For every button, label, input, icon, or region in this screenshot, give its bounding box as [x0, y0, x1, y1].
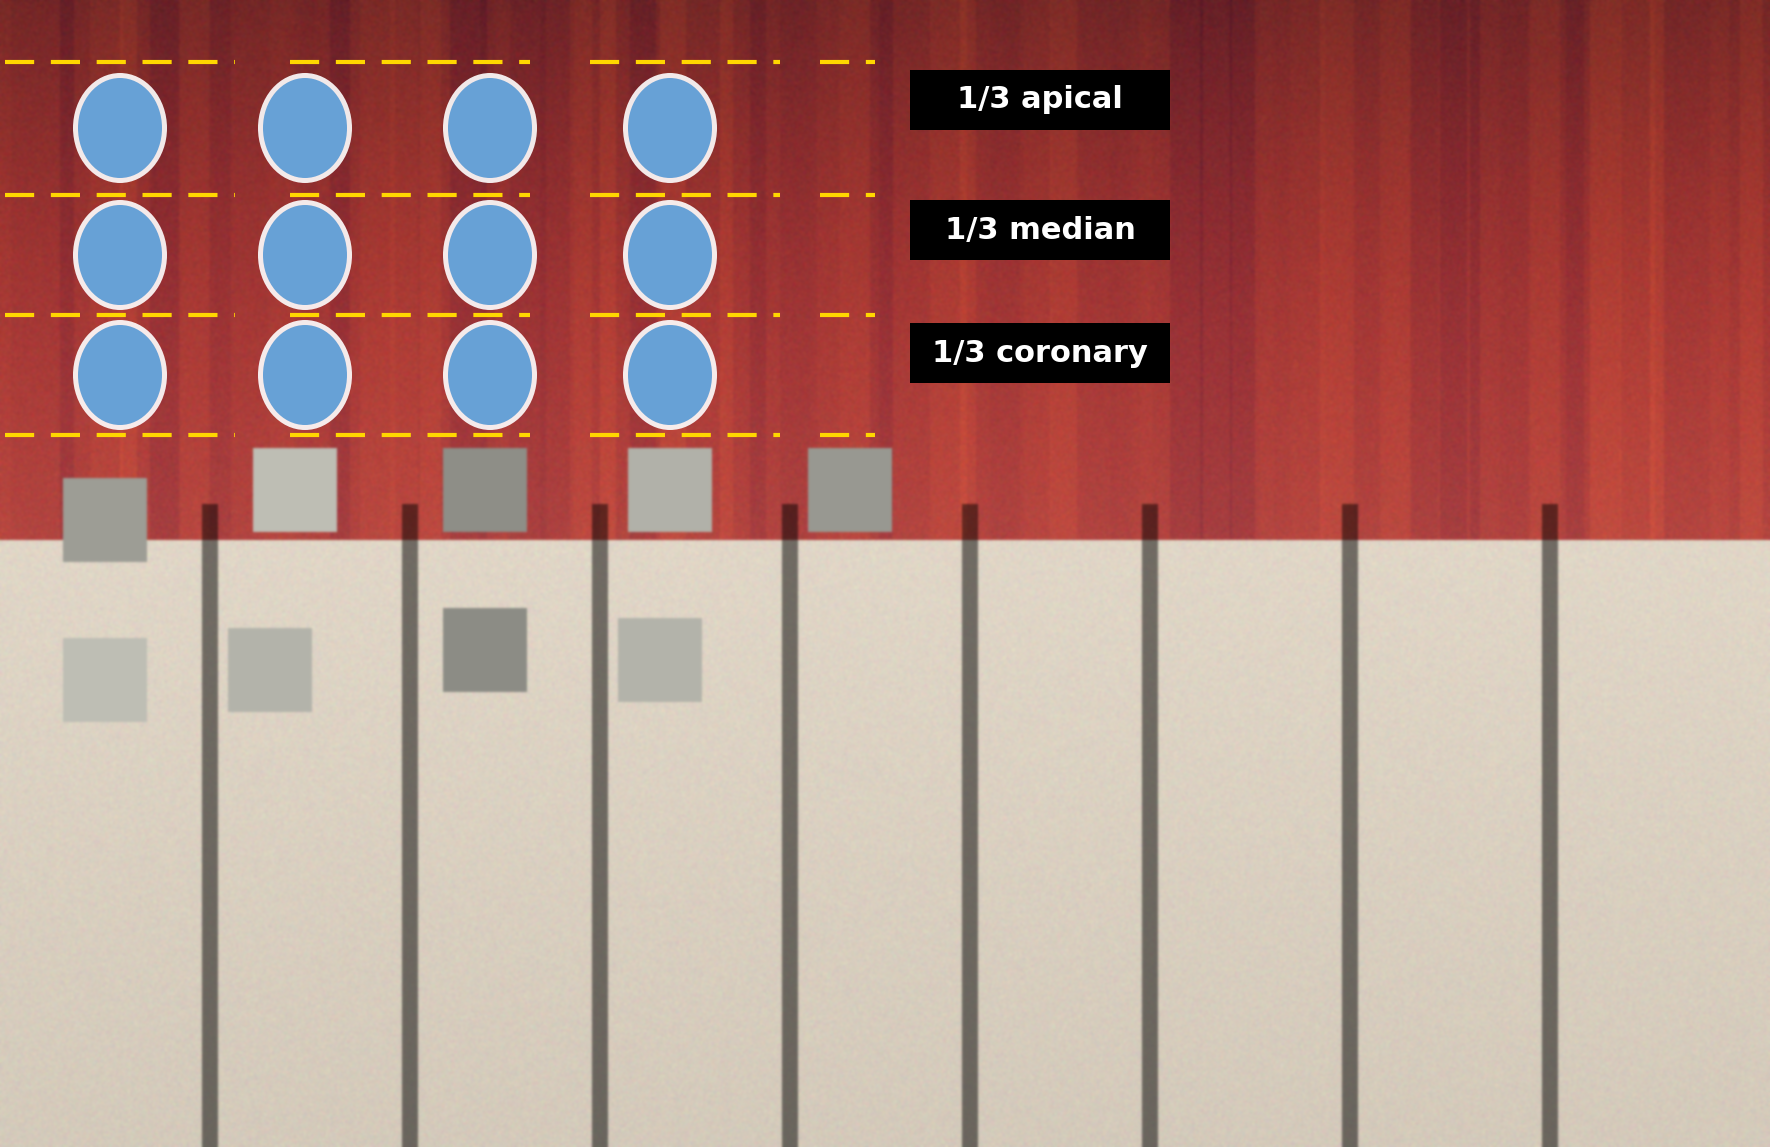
FancyBboxPatch shape	[910, 323, 1170, 383]
Ellipse shape	[73, 200, 166, 310]
Ellipse shape	[78, 78, 163, 178]
Ellipse shape	[623, 200, 717, 310]
Ellipse shape	[448, 78, 533, 178]
Text: 1/3 coronary: 1/3 coronary	[933, 338, 1149, 367]
Ellipse shape	[264, 78, 347, 178]
Ellipse shape	[448, 325, 533, 426]
Ellipse shape	[628, 78, 712, 178]
Ellipse shape	[258, 73, 352, 184]
Ellipse shape	[442, 200, 536, 310]
Ellipse shape	[264, 325, 347, 426]
Ellipse shape	[258, 320, 352, 430]
Ellipse shape	[448, 205, 533, 305]
Ellipse shape	[623, 320, 717, 430]
Text: 1/3 apical: 1/3 apical	[958, 86, 1122, 115]
FancyBboxPatch shape	[910, 200, 1170, 260]
Ellipse shape	[78, 205, 163, 305]
Ellipse shape	[623, 73, 717, 184]
Text: 1/3 median: 1/3 median	[945, 216, 1135, 244]
Ellipse shape	[628, 325, 712, 426]
Ellipse shape	[442, 320, 536, 430]
Ellipse shape	[73, 320, 166, 430]
Ellipse shape	[264, 205, 347, 305]
FancyBboxPatch shape	[910, 70, 1170, 130]
Ellipse shape	[442, 73, 536, 184]
Ellipse shape	[73, 73, 166, 184]
Ellipse shape	[628, 205, 712, 305]
Ellipse shape	[78, 325, 163, 426]
Ellipse shape	[258, 200, 352, 310]
